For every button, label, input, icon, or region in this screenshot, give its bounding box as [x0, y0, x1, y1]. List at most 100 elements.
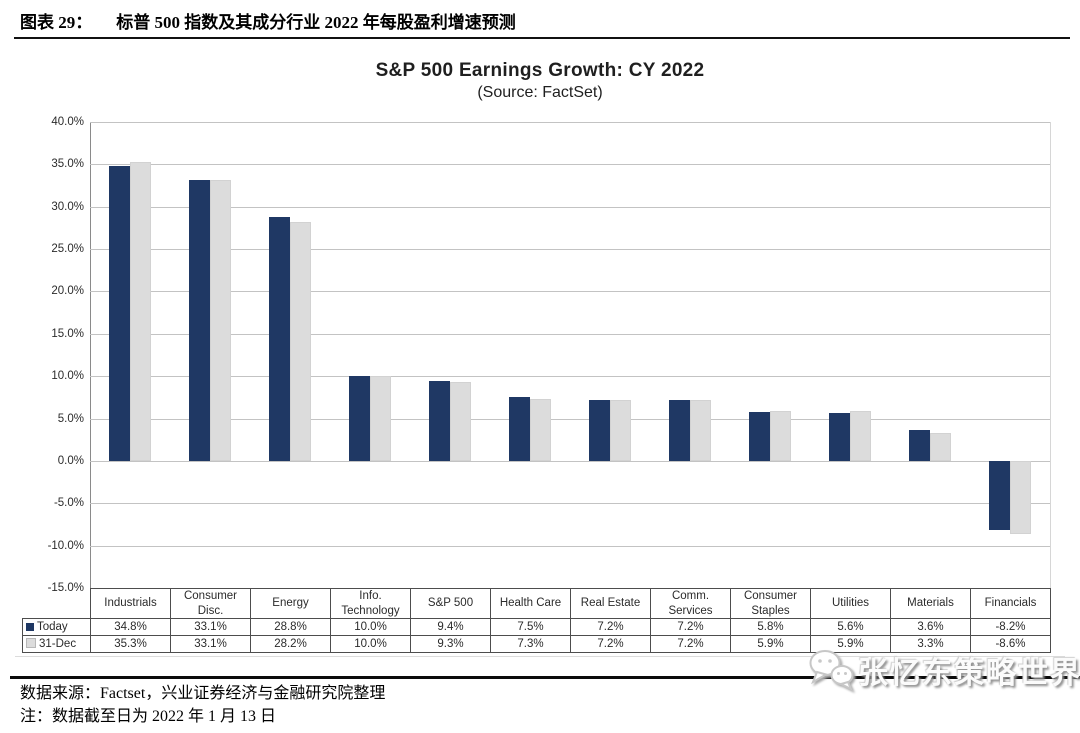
chart-data-table: Industrials Consumer Disc. Energy Info. Tec… — [22, 588, 1051, 653]
chart-bar — [290, 221, 311, 461]
category-header: S&P 500 — [410, 588, 491, 619]
table-value: 7.3% — [490, 635, 571, 653]
chart-bar — [1010, 460, 1031, 534]
legend-marker — [26, 622, 34, 631]
chart-bar — [770, 410, 791, 461]
wechat-icon — [809, 650, 854, 691]
chart-bar — [690, 399, 711, 461]
table-value: 5.6% — [810, 618, 891, 636]
table-corner — [23, 589, 91, 619]
gridline — [90, 418, 1050, 420]
table-value: 3.3% — [890, 635, 971, 653]
table-value: 7.2% — [570, 618, 651, 636]
category-header: Industrials — [90, 588, 171, 619]
gridline — [90, 503, 1050, 505]
y-tick-label: 30.0% — [51, 200, 84, 213]
y-tick-label: 35.0% — [51, 158, 84, 171]
chart-bar — [610, 399, 631, 461]
chart-bar — [189, 180, 210, 461]
table-value: 5.9% — [810, 635, 891, 653]
chart-bar — [349, 376, 370, 461]
y-tick-label: 0.0% — [57, 454, 84, 467]
plot-right-border — [1050, 122, 1051, 588]
chart-bar — [749, 411, 770, 461]
table-value: 35.3% — [90, 635, 171, 653]
table-value: 5.9% — [730, 635, 811, 653]
table-value: 7.2% — [650, 635, 731, 653]
y-axis-line — [90, 122, 91, 588]
figure-number: 图表 29： — [20, 13, 93, 32]
gridline — [90, 333, 1050, 335]
y-tick-label: -5.0% — [53, 497, 84, 510]
legend-marker — [26, 637, 36, 648]
chart-bar — [829, 413, 850, 461]
table-value: 10.0% — [330, 635, 411, 653]
table-value: 7.5% — [490, 618, 571, 636]
table-row: Today 34.8% 33.1% 28.8% 10.0% 9.4% 7.5% 7.2% 7.2… — [22, 618, 1051, 636]
chart-bar — [509, 397, 530, 461]
chart-bar — [130, 161, 151, 461]
gridline — [90, 164, 1050, 166]
gridline — [90, 376, 1050, 378]
table-value: 7.2% — [650, 618, 731, 636]
chart-bar — [429, 381, 450, 461]
watermark-text: 张忆东策略世界 — [858, 657, 1080, 690]
category-header: Utilities — [810, 588, 891, 619]
chart-bar — [589, 399, 610, 461]
gridline — [90, 545, 1050, 547]
chart-bar — [210, 180, 231, 461]
gridline — [90, 206, 1050, 208]
table-value: 33.1% — [170, 618, 251, 636]
legend-item-31-dec: 31-Dec — [22, 635, 91, 653]
category-header: Health Care — [490, 588, 571, 619]
table-value: 9.4% — [410, 618, 491, 636]
table-value: 34.8% — [90, 618, 171, 636]
gridline — [90, 460, 1050, 462]
category-header: Consumer Staples — [730, 588, 811, 619]
legend-item-today: Today — [22, 618, 91, 636]
table-value: 5.8% — [730, 618, 811, 636]
y-tick-label: 20.0% — [51, 285, 84, 298]
category-header: Comm. Services — [650, 588, 731, 619]
category-header: Info. Technology — [330, 588, 411, 619]
data-source-note: 数据来源：Factset，兴业证券经济与金融研究院整理 — [20, 685, 386, 702]
table-value: 33.1% — [170, 635, 251, 653]
figure-title: 标普 500 指数及其成分行业 2022 年每股盈利增速预测 — [116, 13, 516, 32]
footnotes: 数据来源：Factset，兴业证券经济与金融研究院整理 注：数据截至日为 202… — [20, 682, 385, 728]
chart-bar — [909, 430, 930, 461]
chart-bar — [370, 376, 391, 461]
y-tick-label: 10.0% — [51, 370, 84, 383]
chart-bar — [930, 432, 951, 461]
gridline — [90, 122, 1050, 123]
watermark: 张忆东策略世界 — [808, 648, 1080, 692]
table-value: 3.6% — [890, 618, 971, 636]
table-value: 9.3% — [410, 635, 491, 653]
y-tick-label: 25.0% — [51, 243, 84, 256]
table-value: 28.2% — [250, 635, 331, 653]
chart-title: S&P 500 Earnings Growth: CY 2022 — [375, 60, 705, 81]
table-value: -8.6% — [970, 635, 1051, 653]
chart-bottom-border — [15, 656, 1065, 657]
chart-bar — [530, 399, 551, 461]
table-value: -8.2% — [970, 618, 1051, 636]
chart-bar — [109, 166, 130, 461]
table-row: 31-Dec 35.3% 33.1% 28.2% 10.0% 9.3% 7.3% 7.2% 7.… — [22, 635, 1051, 653]
footer-divider — [10, 676, 1080, 679]
data-cutoff-note: 注：数据截至日为 2022 年 1 月 13 日 — [20, 708, 277, 725]
chart-bar — [669, 399, 690, 461]
chart-subtitle: (Source: FactSet) — [477, 84, 603, 101]
gridline — [90, 291, 1050, 293]
y-tick-label: -10.0% — [47, 539, 84, 552]
table-value: 28.8% — [250, 618, 331, 636]
header-divider — [14, 37, 1070, 39]
category-header: Consumer Disc. — [170, 588, 251, 619]
category-header: Energy — [250, 588, 331, 619]
category-header: Materials — [890, 588, 971, 619]
y-tick-label: 15.0% — [51, 327, 84, 340]
category-header: Real Estate — [570, 588, 651, 619]
chart-bar — [450, 382, 471, 461]
figure-caption: 图表 29： 标普 500 指数及其成分行业 2022 年每股盈利增速预测 — [20, 8, 516, 33]
y-tick-label: 5.0% — [57, 412, 84, 425]
gridline — [90, 249, 1050, 251]
